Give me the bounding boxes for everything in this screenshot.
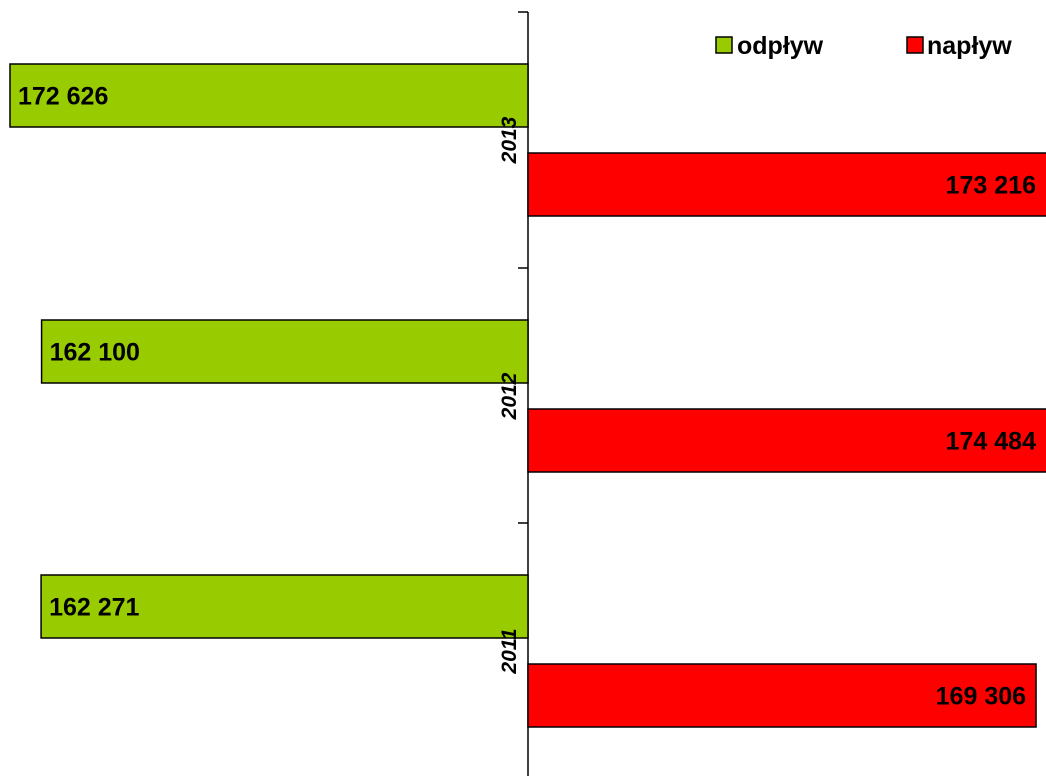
axis-ticks xyxy=(518,11,528,524)
value-label-odplyw-2013: 172 626 xyxy=(18,83,108,111)
bars-group xyxy=(9,63,1046,728)
bar-naplyw-2013 xyxy=(527,152,1046,217)
legend-label-naplyw: napływ xyxy=(927,32,1012,60)
legend-swatch-odplyw xyxy=(715,36,733,54)
value-label-odplyw-2011: 162 271 xyxy=(49,594,139,622)
value-label-naplyw-2013: 173 216 xyxy=(946,172,1036,200)
category-label-2012: 2012 xyxy=(498,372,521,420)
value-label-odplyw-2012: 162 100 xyxy=(50,339,140,367)
category-labels-group: 2013 2012 2011 xyxy=(498,116,521,674)
bar-naplyw-2011 xyxy=(527,663,1037,728)
legend: odpływ napływ xyxy=(715,32,1012,60)
bar-naplyw-2012 xyxy=(527,408,1046,473)
legend-swatch-naplyw xyxy=(906,36,924,54)
value-label-naplyw-2012: 174 484 xyxy=(946,428,1036,456)
category-label-2011: 2011 xyxy=(498,628,521,674)
bar-odplyw-2013 xyxy=(9,63,529,128)
value-label-naplyw-2011: 169 306 xyxy=(936,683,1026,711)
legend-label-odplyw: odpływ xyxy=(737,32,824,60)
bar-odplyw-2012 xyxy=(40,319,529,384)
category-label-2013: 2013 xyxy=(498,116,521,164)
bar-odplyw-2011 xyxy=(40,574,529,639)
value-labels-group: 172 626 173 216 162 100 174 484 162 271 169 3… xyxy=(18,83,1036,711)
